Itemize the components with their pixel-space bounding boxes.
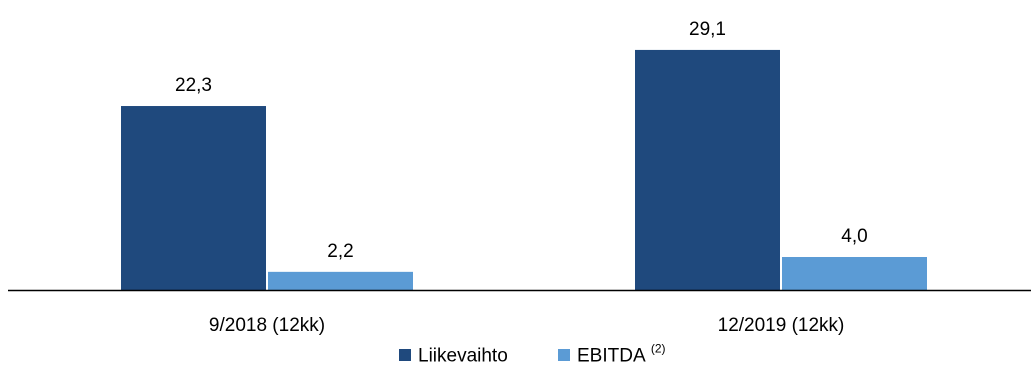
bar-ebitda-1 <box>268 271 413 290</box>
legend-footnote-ebitda: (2) <box>651 342 666 356</box>
bar-liikevaihto-2 <box>635 49 780 290</box>
bar-liikevaihto-1 <box>121 106 266 291</box>
data-label-liikevaihto-1: 22,3 <box>175 75 212 96</box>
legend-label-liikevaihto: Liikevaihto <box>418 346 508 367</box>
legend-swatch-liikevaihto <box>399 349 411 361</box>
svg-text:EBITDA (2): EBITDA (2) <box>577 342 666 367</box>
x-tick-label-2: 12/2019 (12kk) <box>718 315 845 336</box>
bars-layer <box>121 49 927 291</box>
legend-swatch-ebitda <box>558 349 570 361</box>
value-labels-layer: 22,3 29,1 2,2 4,0 <box>175 19 868 262</box>
x-tick-labels-layer: 9/2018 (12kk) 12/2019 (12kk) <box>209 315 844 336</box>
legend-label-ebitda: EBITDA <box>577 346 646 367</box>
legend: Liikevaihto EBITDA (2) <box>399 342 666 367</box>
data-label-ebitda-2: 4,0 <box>841 226 867 247</box>
svg-text:Liikevaihto: Liikevaihto <box>418 346 508 367</box>
bar-ebitda-2 <box>782 257 927 290</box>
data-label-ebitda-1: 2,2 <box>327 241 353 262</box>
data-label-liikevaihto-2: 29,1 <box>689 19 726 40</box>
x-tick-label-1: 9/2018 (12kk) <box>209 315 325 336</box>
